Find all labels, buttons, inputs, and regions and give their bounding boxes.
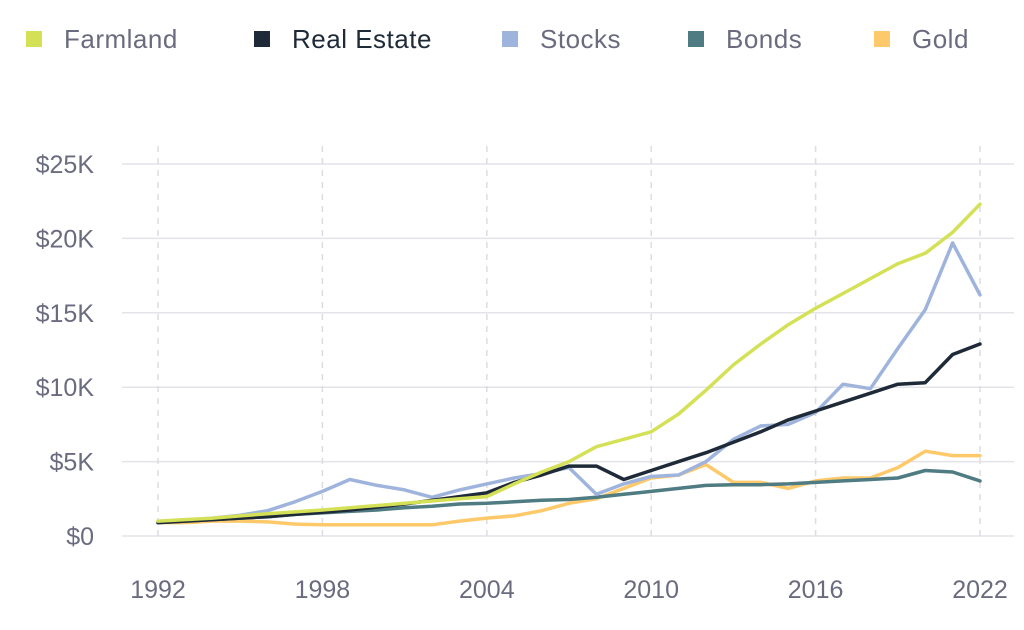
x-tick-label: 2010 (623, 576, 679, 604)
legend-item-gold[interactable]: Gold (874, 22, 969, 56)
y-tick-label: $5K (50, 449, 95, 477)
y-tick-label: $20K (36, 225, 95, 253)
legend-label-farmland: Farmland (64, 23, 178, 54)
legend-item-bonds[interactable]: Bonds (688, 22, 802, 56)
x-tick-label: 1992 (130, 576, 186, 604)
y-tick-label: $15K (36, 300, 95, 328)
x-tick-label: 2022 (952, 576, 1008, 604)
series-line-real-estate (156, 342, 982, 525)
legend-swatch-bonds (688, 31, 704, 47)
legend-label-gold: Gold (912, 23, 969, 54)
series-line-gold (156, 449, 982, 527)
legend-label-stocks: Stocks (540, 23, 622, 54)
legend-label-real-estate: Real Estate (292, 23, 432, 54)
legend-swatch-gold (874, 31, 890, 47)
legend-swatch-stocks (502, 31, 518, 47)
y-tick-label: $0 (66, 523, 94, 551)
legend-item-real-estate[interactable]: Real Estate (254, 22, 432, 56)
legend-label-bonds: Bonds (726, 23, 803, 54)
legend-item-stocks[interactable]: Stocks (502, 22, 621, 56)
x-tick-label: 2016 (788, 576, 844, 604)
x-tick-label: 2004 (459, 576, 515, 604)
legend-swatch-farmland (26, 31, 42, 47)
y-tick-label: $10K (36, 374, 95, 402)
series-line-farmland (156, 202, 982, 523)
y-tick-label: $25K (36, 151, 95, 179)
legend-item-farmland[interactable]: Farmland (26, 22, 178, 56)
legend-swatch-real-estate (254, 31, 270, 47)
chart-legend: Farmland Real Estate Stocks Bonds Gold (0, 0, 1024, 80)
x-tick-label: 1998 (295, 576, 351, 604)
